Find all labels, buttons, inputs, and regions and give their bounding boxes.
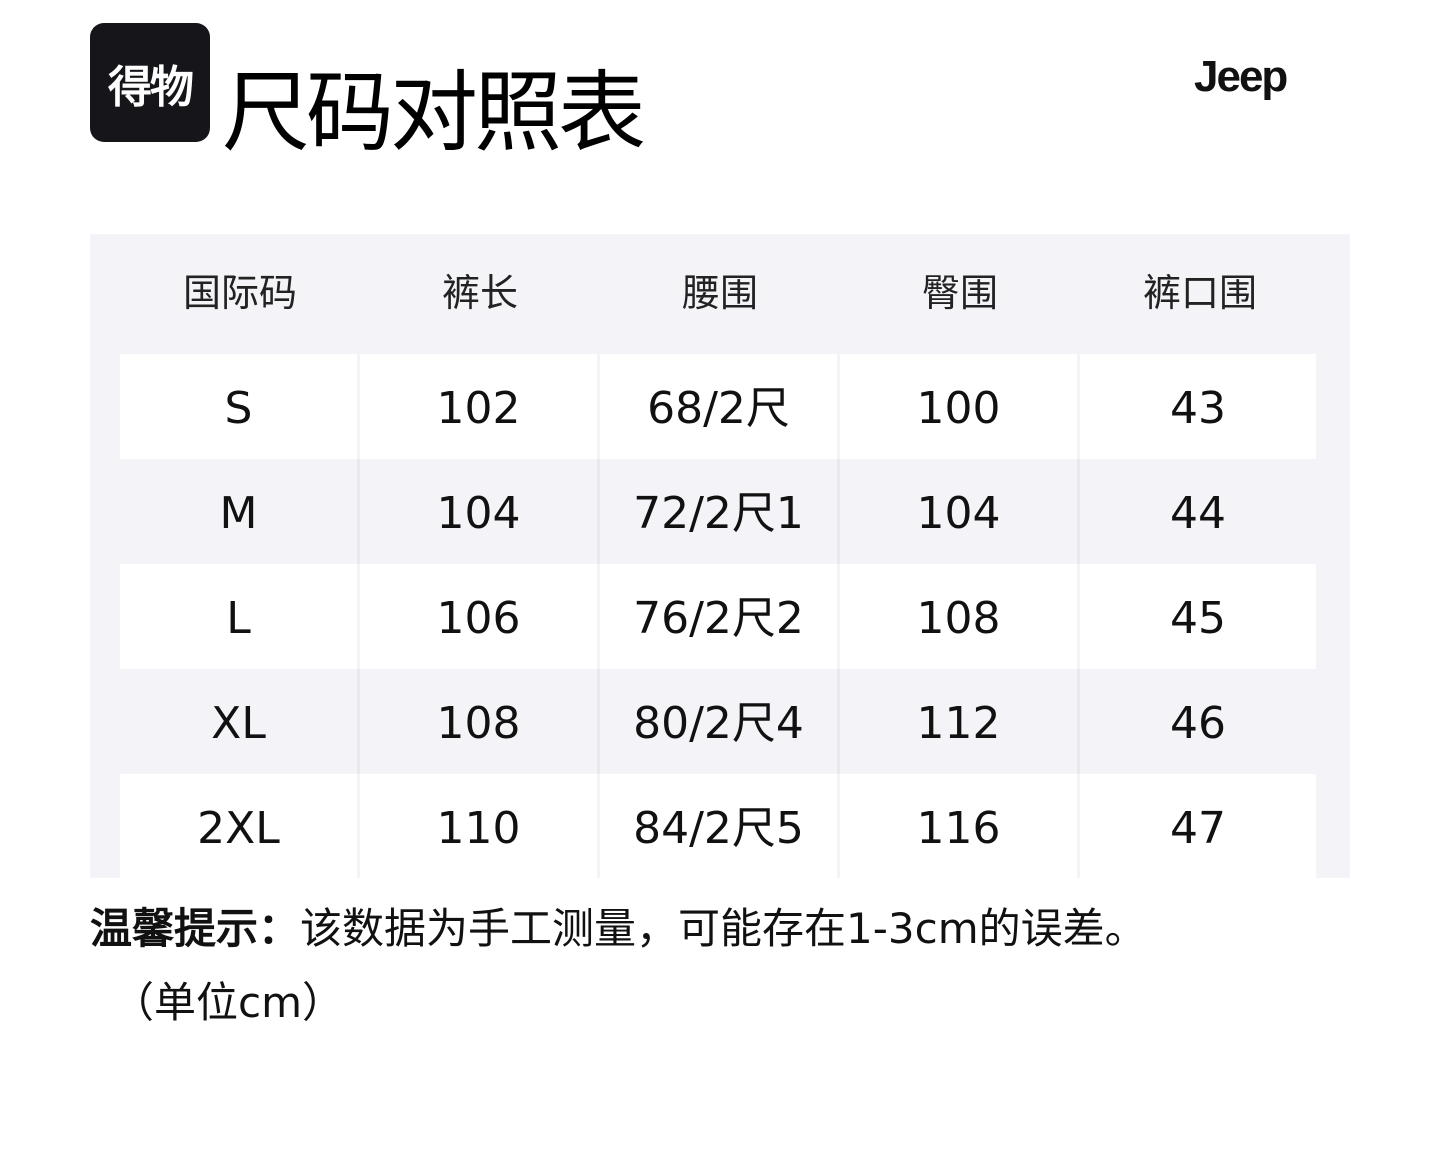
table-cell: 80/2尺4 <box>600 669 837 774</box>
table-cell: 43 <box>1080 354 1316 459</box>
table-cell: 100 <box>840 354 1077 459</box>
logo-text: 得物 <box>108 61 194 113</box>
table-row: S 102 68/2尺 100 43 <box>120 354 1316 459</box>
unit-note: （单位cm） <box>112 978 345 1027</box>
tip-note: 温馨提示：该数据为手工测量，可能存在1-3cm的误差。 <box>90 898 1147 960</box>
table-cell: 72/2尺1 <box>600 459 837 564</box>
tip-label: 温馨提示： <box>90 904 301 953</box>
table-cell: XL <box>120 669 357 774</box>
brand-logo: Jeep <box>1194 52 1288 101</box>
table-cell: 102 <box>360 354 597 459</box>
table-cell: 104 <box>840 459 1077 564</box>
table-cell: 44 <box>1080 459 1316 564</box>
table-row: M 104 72/2尺1 104 44 <box>120 459 1316 564</box>
table-cell: 76/2尺2 <box>600 564 837 669</box>
header-cell: 腰围 <box>681 271 758 315</box>
table-cell: 108 <box>360 669 597 774</box>
header-cell: 国际码 <box>182 271 297 315</box>
table-row: L 106 76/2尺2 108 45 <box>120 564 1316 669</box>
table-cell: S <box>120 354 357 459</box>
table-row: XL 108 80/2尺4 112 46 <box>120 669 1316 774</box>
table-cell: 84/2尺5 <box>600 774 837 879</box>
table-cell: 110 <box>360 774 597 879</box>
table-cell: L <box>120 564 357 669</box>
table-cell: 108 <box>840 564 1077 669</box>
tip-text: 该数据为手工测量，可能存在1-3cm的误差。 <box>300 904 1147 953</box>
size-table: 国际码 裤长 腰围 臀围 裤口围 S 102 68/2尺 100 43 M 104 72/2尺… <box>90 234 1350 879</box>
table-cell: 45 <box>1080 564 1316 669</box>
header-cell: 裤长 <box>441 271 518 315</box>
table-cell: 112 <box>840 669 1077 774</box>
page-title: 尺码对照表 <box>222 61 646 164</box>
table-cell: 2XL <box>120 774 357 879</box>
header-cell: 裤口围 <box>1142 271 1257 315</box>
table-cell: M <box>120 459 357 564</box>
table-cell: 47 <box>1080 774 1316 879</box>
table-cell: 68/2尺 <box>600 354 837 459</box>
table-header: 国际码 裤长 腰围 臀围 裤口围 <box>120 234 1320 354</box>
table-cell: 104 <box>360 459 597 564</box>
table-cell: 116 <box>840 774 1077 879</box>
dewu-logo: 得物 <box>90 23 210 142</box>
table-row: 2XL 110 84/2尺5 116 47 <box>120 774 1316 879</box>
table-cell: 46 <box>1080 669 1316 774</box>
header-cell: 臀围 <box>921 271 998 315</box>
table-cell: 106 <box>360 564 597 669</box>
